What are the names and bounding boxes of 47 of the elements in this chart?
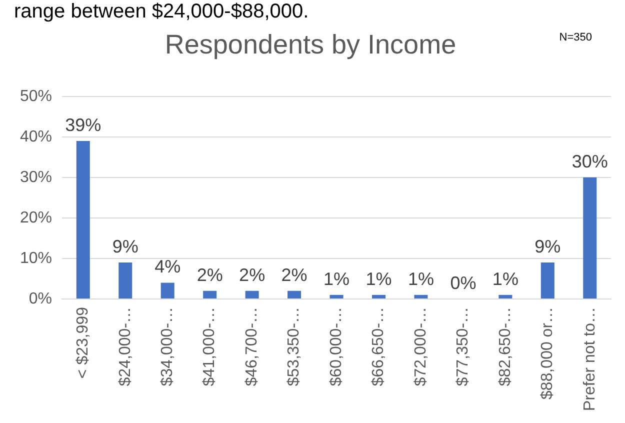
data-label: 1% [366,268,392,289]
data-label: 2% [281,264,308,285]
x-tick-label: $60,000-… [328,306,345,386]
data-label: 1% [492,268,518,289]
y-tick-label: 0% [28,290,52,308]
x-tick-label: Prefer not to… [581,306,598,411]
y-tick-label: 50% [20,88,52,105]
text: range between $24,000-$88,000. [14,0,309,23]
data-label: 2% [239,264,266,285]
bar [118,262,132,298]
y-tick-label: 30% [20,168,52,186]
y-tick-label: 10% [20,250,52,267]
x-tick-label: $34,000-… [159,306,176,386]
bar [203,290,217,298]
x-tick-label: $77,350-… [454,306,472,386]
y-tick-label: 20% [20,209,52,226]
x-tick-label: $41,000-… [201,306,218,386]
bar [160,282,174,298]
data-label: 9% [112,236,138,256]
x-tick-label: $82,650-… [496,306,514,386]
bar [372,294,386,298]
bar [245,290,259,298]
bar [330,294,344,298]
x-tick-label: $46,700-… [243,306,260,386]
data-label: 9% [534,236,561,256]
data-label: 2% [196,264,223,285]
x-tick-label: $88,000 or… [539,306,556,400]
data-label: 0% [450,272,476,293]
y-tick-label: 40% [20,128,52,146]
x-tick-label: $24,000-… [116,306,134,386]
data-label: 39% [65,114,102,135]
x-tick-label: $72,000-… [412,306,430,386]
bar [76,140,90,298]
bar [540,262,554,298]
bar [414,294,428,298]
data-label: 4% [154,256,181,277]
data-label: 30% [572,151,608,172]
text: N=350 [559,32,592,44]
chart-title: Respondents by Income [164,30,456,60]
data-label: 1% [324,268,350,289]
bar [498,294,512,298]
data-label: 1% [408,268,434,289]
bar [288,290,302,298]
x-tick-label: $66,650-… [370,306,388,386]
x-tick-label: < $23,999 [74,306,92,379]
x-tick-label: $53,350-… [286,306,303,386]
bar [583,177,597,298]
